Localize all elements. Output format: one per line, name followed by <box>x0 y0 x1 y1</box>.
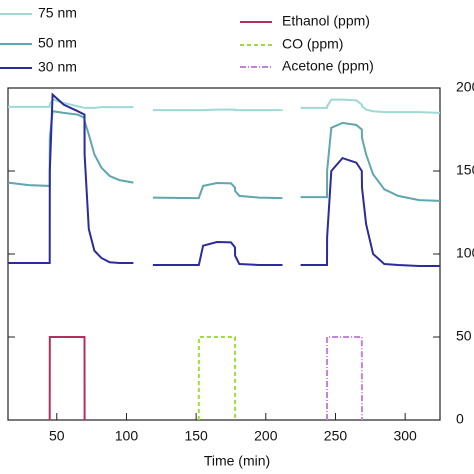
x-tick-label: 50 <box>49 428 65 444</box>
plot-frame <box>7 87 441 421</box>
y-tick-label: 200 <box>456 79 474 95</box>
x-tick-label: 200 <box>254 428 278 444</box>
y-tick-label: 0 <box>456 411 464 427</box>
series-line <box>197 336 237 421</box>
series-line <box>326 336 363 421</box>
series-line <box>7 110 441 202</box>
y-tick-label: 50 <box>456 328 472 344</box>
x-axis-label: Time (min) <box>204 453 270 469</box>
legend-label: Ethanol (ppm) <box>282 13 370 29</box>
x-tick-label: 250 <box>324 428 348 444</box>
legend-label: 50 nm <box>38 35 77 51</box>
y-tick-label: 150 <box>456 162 474 178</box>
y-tick-label: 100 <box>456 245 474 261</box>
series-line <box>8 98 441 114</box>
series-line <box>8 92 440 267</box>
x-tick-label: 100 <box>115 428 139 444</box>
series-line <box>48 336 86 421</box>
legend-label: CO (ppm) <box>282 36 343 52</box>
x-tick-label: 300 <box>393 428 417 444</box>
legend-label: 75 nm <box>38 5 77 21</box>
x-tick-label: 150 <box>184 428 208 444</box>
legend-label: 30 nm <box>38 59 77 75</box>
legend-label: Acetone (ppm) <box>282 58 374 74</box>
